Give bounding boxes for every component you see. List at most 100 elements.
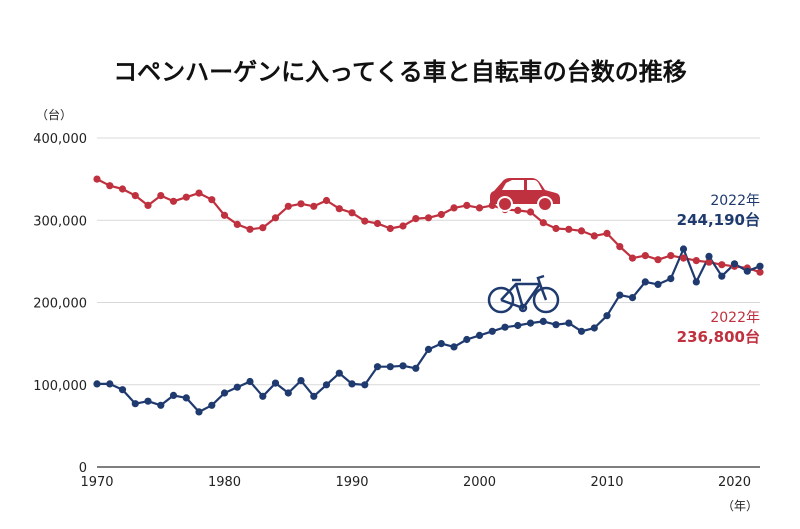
car-point: [565, 225, 573, 233]
car-point: [208, 196, 216, 204]
x-tick-label: 2000: [463, 475, 496, 490]
x-axis-label: （年）: [722, 499, 758, 513]
car-point: [603, 229, 611, 237]
car-point: [475, 204, 484, 212]
car-year-label: 2022年: [710, 310, 760, 326]
bicycle-point: [271, 379, 280, 387]
bicycle-point: [514, 321, 522, 330]
bicycle-point: [399, 362, 407, 370]
bicycle-point: [412, 364, 420, 372]
car-point: [399, 222, 407, 230]
bicycle-point: [463, 335, 471, 344]
x-tick-label: 1980: [208, 475, 241, 490]
car-point: [335, 205, 343, 213]
car-point: [539, 219, 547, 227]
car-point: [118, 185, 127, 193]
bicycle-point: [118, 386, 127, 394]
bicycle-year-label: 2022年: [710, 193, 760, 209]
chart-title: コペンハーゲンに入ってくる車と自転車の台数の推移: [113, 58, 687, 86]
car-point: [106, 182, 114, 190]
car-point: [424, 214, 433, 222]
bicycle-point: [335, 369, 343, 377]
series-points: [93, 175, 764, 416]
y-tick-label: 400,000: [33, 132, 87, 147]
car-icon: [490, 178, 560, 212]
bicycle-point: [692, 278, 700, 286]
car-point: [322, 196, 331, 205]
car-point: [628, 254, 637, 262]
bicycle-point: [730, 260, 739, 268]
car-point: [514, 206, 522, 214]
bicycle-point: [144, 397, 152, 405]
car-point: [616, 243, 624, 251]
bicycle-point: [501, 323, 509, 331]
car-point: [654, 256, 662, 264]
bicycle-point: [577, 327, 586, 335]
bicycle-value-label: 244,190台: [677, 211, 760, 229]
car-point: [756, 268, 764, 276]
bicycle-point: [654, 280, 662, 288]
car-point: [692, 257, 700, 265]
gridlines: [97, 137, 760, 468]
car-point: [259, 224, 267, 232]
car-point: [641, 252, 649, 260]
bicycle-line: [97, 247, 761, 413]
car-point: [271, 214, 280, 222]
series-lines: [96, 178, 761, 413]
car-point: [437, 210, 445, 219]
bicycle-point: [590, 324, 598, 332]
y-axis-label: （台）: [36, 107, 72, 122]
bicycle-point: [259, 392, 267, 400]
bicycle-point: [310, 392, 318, 400]
bicycle-point: [386, 363, 394, 371]
bicycle-point: [667, 275, 675, 283]
car-point: [348, 209, 356, 217]
car-point: [220, 211, 229, 219]
car-point: [590, 232, 598, 240]
car-point: [577, 227, 586, 235]
car-point: [233, 220, 241, 228]
y-tick-label: 0: [79, 461, 87, 476]
x-tick-label: 1970: [80, 475, 113, 490]
bicycle-point: [284, 389, 292, 397]
bicycle-point: [208, 401, 216, 409]
y-tick-label: 100,000: [33, 379, 87, 394]
bicycle-point: [131, 400, 139, 408]
bicycle-point: [539, 317, 547, 325]
bicycle-point: [526, 319, 535, 327]
car-point: [373, 219, 382, 228]
car-point: [450, 204, 458, 212]
bicycle-point: [718, 272, 726, 280]
bicycle-point: [93, 380, 101, 388]
bicycle-point: [488, 327, 496, 335]
bicycle-point: [756, 262, 764, 270]
x-tick-labels: 1970 1980 1990 2000 2010 2020: [80, 475, 751, 490]
x-tick-label: 1990: [335, 475, 368, 490]
car-point: [195, 189, 203, 197]
car-point: [705, 258, 713, 266]
bicycle-point: [220, 389, 229, 397]
bicycle-icon: [487, 274, 560, 314]
car-point: [361, 217, 369, 225]
car-value-label: 236,800台: [677, 328, 760, 346]
car-point: [131, 192, 139, 200]
car-point: [679, 254, 688, 262]
bicycle-point: [157, 401, 165, 409]
bicycle-point: [437, 340, 445, 348]
bicycle-point: [361, 381, 369, 389]
car-point: [297, 200, 305, 208]
bicycle-point: [679, 245, 688, 253]
car-point: [718, 261, 726, 269]
bicycle-point: [424, 345, 433, 353]
bicycle-point: [641, 278, 649, 286]
bicycle-point: [348, 380, 356, 388]
bicycle-point: [246, 377, 254, 386]
car-point: [412, 215, 420, 223]
bicycle-point: [322, 381, 331, 389]
y-tick-labels: 0 100,000 200,000 300,000 400,000: [33, 132, 87, 476]
bicycle-point: [603, 312, 611, 320]
car-point: [526, 208, 535, 216]
bicycle-point: [628, 294, 637, 302]
x-tick-label: 2020: [718, 475, 751, 490]
